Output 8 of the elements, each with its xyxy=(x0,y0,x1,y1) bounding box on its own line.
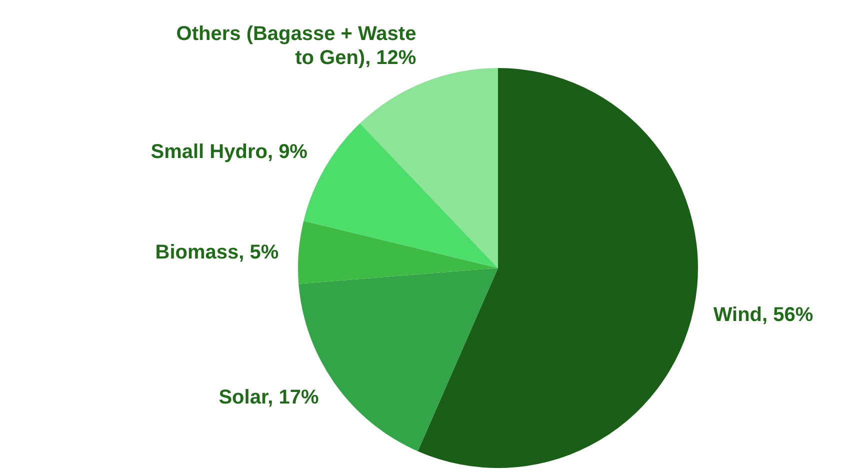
pie-slice xyxy=(418,68,698,468)
pie-slice xyxy=(360,68,498,268)
slice-label: Biomass, 5% xyxy=(155,242,279,264)
slice-label: Wind, 56% xyxy=(713,304,814,326)
slice-label: Others (Bagasse + Waste to Gen), 12% xyxy=(176,22,416,69)
slice-label: Solar, 17% xyxy=(218,386,320,409)
pie-slice xyxy=(298,220,498,284)
slice-label: Small Hydro, 9% xyxy=(150,141,308,163)
